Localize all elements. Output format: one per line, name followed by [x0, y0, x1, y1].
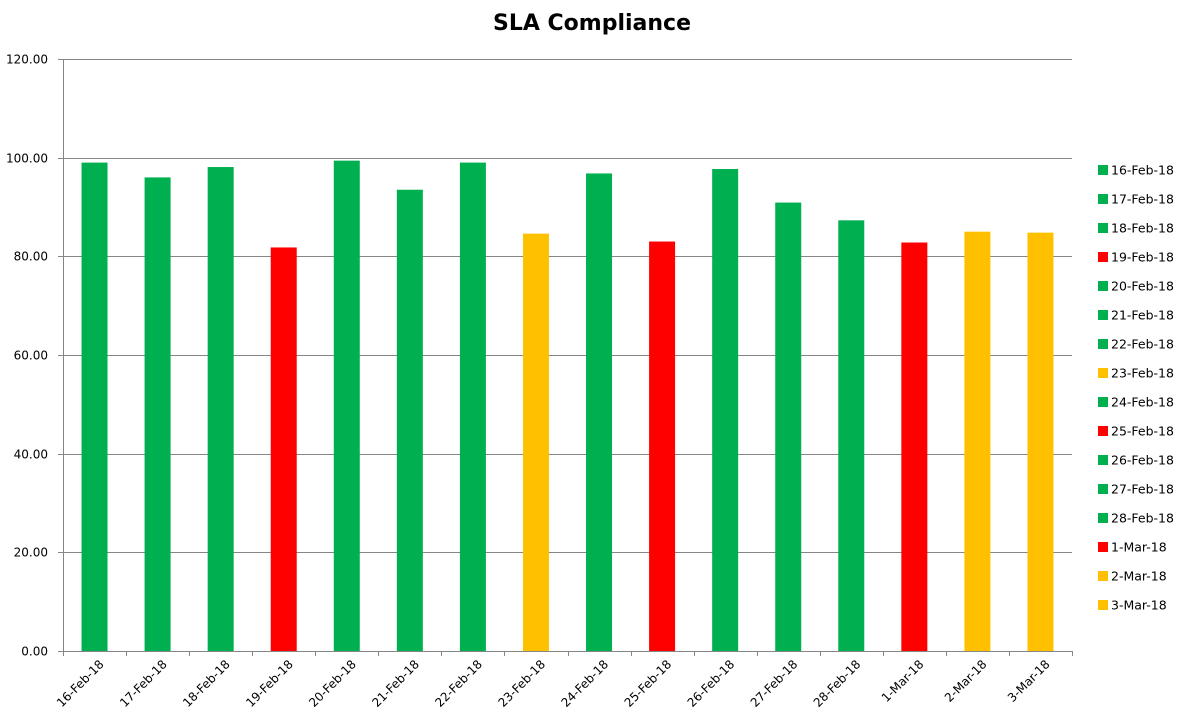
y-axis: 0.00 20.00 40.00 60.00 80.00 100.00 120.00	[6, 53, 64, 659]
bars	[81, 160, 1054, 652]
legend-entry: 20-Feb-18	[1098, 279, 1174, 294]
x-tick-label: 28-Feb-18	[811, 657, 864, 710]
legend-label: 17-Feb-18	[1111, 192, 1174, 207]
legend-label: 22-Feb-18	[1111, 337, 1174, 352]
y-tick-label: 40.00	[14, 448, 48, 462]
chart-title: SLA Compliance	[493, 11, 691, 36]
bar-19-Feb-18	[270, 247, 297, 651]
x-tick-label: 23-Feb-18	[495, 657, 548, 710]
legend-label: 27-Feb-18	[1111, 482, 1174, 497]
x-axis: 16-Feb-18 17-Feb-18 18-Feb-18 19-Feb-18 20-F…	[54, 651, 1073, 710]
bar-3-Mar-18	[1027, 232, 1054, 651]
bar-17-Feb-18	[144, 177, 171, 651]
legend: 16-Feb-18 17-Feb-18 18-Feb-18 19-Feb-18 20-F…	[1098, 163, 1174, 613]
legend-swatch	[1098, 310, 1108, 320]
legend-swatch	[1098, 397, 1108, 407]
legend-swatch	[1098, 194, 1108, 204]
legend-entry: 27-Feb-18	[1098, 482, 1174, 497]
legend-label: 25-Feb-18	[1111, 424, 1174, 439]
legend-label: 19-Feb-18	[1111, 250, 1174, 265]
legend-swatch	[1098, 600, 1108, 610]
x-tick-label: 22-Feb-18	[432, 657, 485, 710]
legend-entry: 22-Feb-18	[1098, 337, 1174, 352]
legend-swatch	[1098, 252, 1108, 262]
legend-entry: 16-Feb-18	[1098, 163, 1174, 178]
legend-swatch	[1098, 368, 1108, 378]
legend-label: 18-Feb-18	[1111, 221, 1174, 236]
x-tick-label: 3-Mar-18	[1005, 657, 1053, 705]
legend-swatch	[1098, 542, 1108, 552]
x-tick-label: 20-Feb-18	[306, 657, 359, 710]
bar-16-Feb-18	[81, 162, 108, 651]
legend-entry: 18-Feb-18	[1098, 221, 1174, 236]
legend-entry: 21-Feb-18	[1098, 308, 1174, 323]
y-tick-label: 80.00	[14, 250, 48, 264]
legend-entry: 25-Feb-18	[1098, 424, 1174, 439]
bar-20-Feb-18	[333, 160, 360, 651]
legend-label: 24-Feb-18	[1111, 395, 1174, 410]
y-tick-label: 120.00	[6, 53, 48, 67]
legend-swatch	[1098, 513, 1108, 523]
legend-swatch	[1098, 165, 1108, 175]
legend-label: 20-Feb-18	[1111, 279, 1174, 294]
bar-18-Feb-18	[207, 167, 234, 652]
legend-entry: 26-Feb-18	[1098, 453, 1174, 468]
legend-swatch	[1098, 426, 1108, 436]
x-tick-label: 24-Feb-18	[559, 657, 612, 710]
bar-23-Feb-18	[522, 233, 549, 651]
legend-label: 3-Mar-18	[1111, 598, 1167, 613]
legend-label: 1-Mar-18	[1111, 540, 1167, 555]
legend-entry: 3-Mar-18	[1098, 598, 1167, 613]
x-tick-label: 27-Feb-18	[748, 657, 801, 710]
legend-swatch	[1098, 223, 1108, 233]
legend-swatch	[1098, 571, 1108, 581]
legend-entry: 1-Mar-18	[1098, 540, 1167, 555]
bar-1-Mar-18	[901, 242, 928, 651]
x-tick-label: 16-Feb-18	[54, 657, 107, 710]
legend-label: 28-Feb-18	[1111, 511, 1174, 526]
legend-entry: 2-Mar-18	[1098, 569, 1167, 584]
bar-25-Feb-18	[649, 241, 676, 651]
legend-entry: 23-Feb-18	[1098, 366, 1174, 381]
legend-swatch	[1098, 484, 1108, 494]
x-tick-label: 17-Feb-18	[117, 657, 170, 710]
y-tick-label: 60.00	[14, 349, 48, 363]
legend-entry: 24-Feb-18	[1098, 395, 1174, 410]
legend-entry: 28-Feb-18	[1098, 511, 1174, 526]
bar-24-Feb-18	[586, 173, 613, 651]
bar-26-Feb-18	[712, 169, 739, 651]
bar-21-Feb-18	[396, 189, 423, 652]
y-tick-label: 100.00	[6, 152, 48, 166]
x-tick-label: 26-Feb-18	[685, 657, 738, 710]
x-tick-label: 19-Feb-18	[243, 657, 296, 710]
bar-28-Feb-18	[838, 220, 865, 651]
bar-22-Feb-18	[459, 162, 486, 651]
y-tick-label: 0.00	[21, 645, 48, 659]
legend-swatch	[1098, 281, 1108, 291]
legend-entry: 17-Feb-18	[1098, 192, 1174, 207]
legend-entry: 19-Feb-18	[1098, 250, 1174, 265]
x-tick-label: 1-Mar-18	[879, 657, 927, 705]
legend-label: 21-Feb-18	[1111, 308, 1174, 323]
x-tick-label: 18-Feb-18	[180, 657, 233, 710]
legend-label: 2-Mar-18	[1111, 569, 1167, 584]
bar-27-Feb-18	[775, 202, 802, 651]
legend-label: 23-Feb-18	[1111, 366, 1174, 381]
legend-label: 16-Feb-18	[1111, 163, 1174, 178]
x-tick-label: 25-Feb-18	[622, 657, 675, 710]
x-tick-label: 21-Feb-18	[369, 657, 422, 710]
bar-2-Mar-18	[964, 231, 991, 652]
legend-swatch	[1098, 339, 1108, 349]
x-tick-label: 2-Mar-18	[942, 657, 990, 705]
legend-swatch	[1098, 455, 1108, 465]
legend-label: 26-Feb-18	[1111, 453, 1174, 468]
y-tick-label: 20.00	[14, 546, 48, 560]
